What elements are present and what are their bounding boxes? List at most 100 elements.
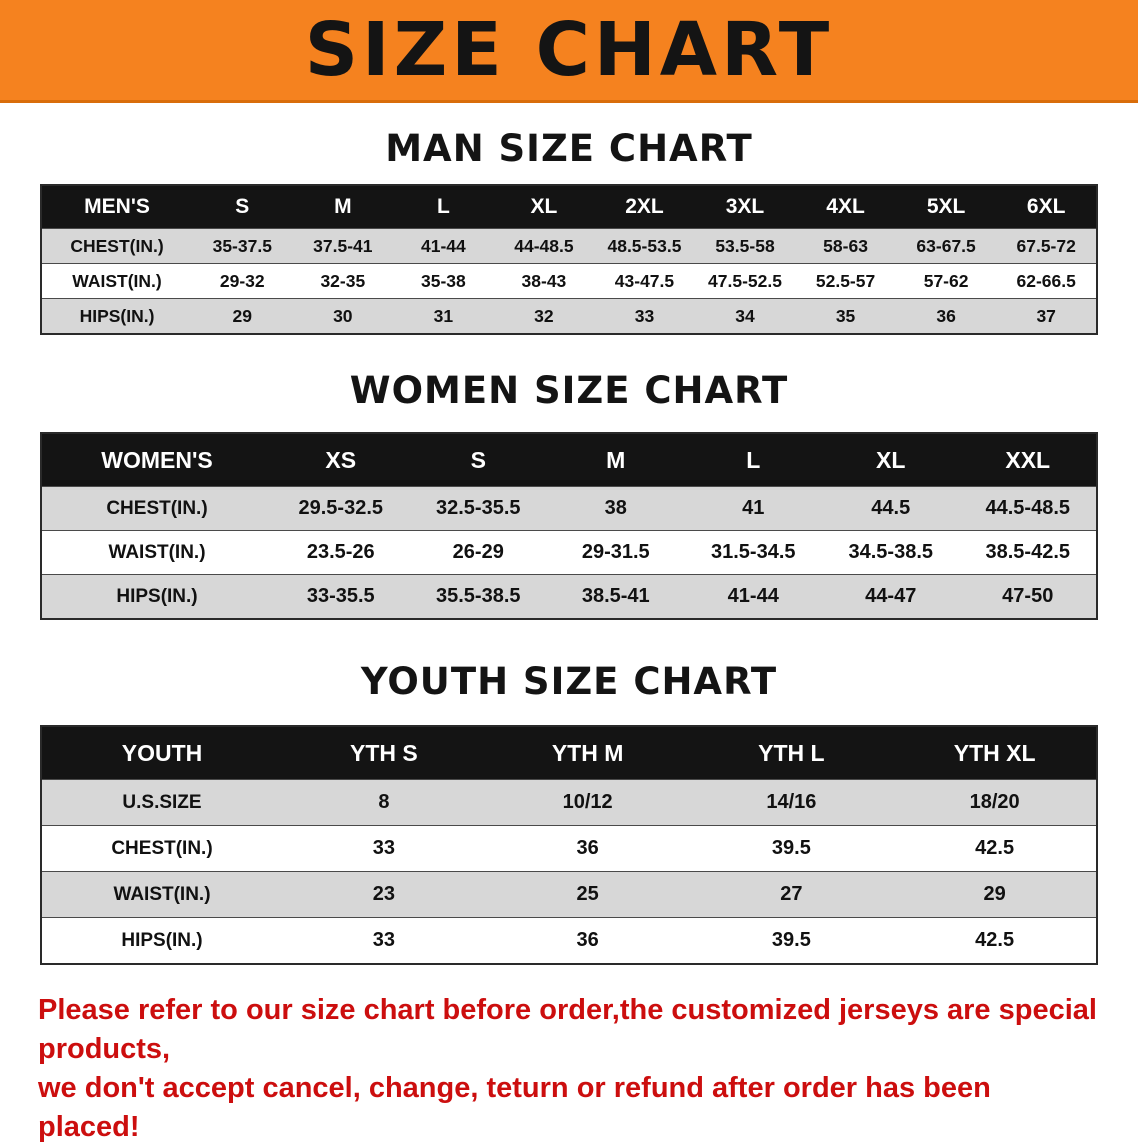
cell: 41 (684, 486, 822, 531)
row-label: HIPS(IN.) (41, 917, 282, 965)
column-header: XXL (959, 432, 1097, 487)
cell: 35-38 (393, 263, 494, 299)
column-header: L (393, 184, 494, 229)
cell: 10/12 (485, 779, 690, 826)
cell: 23.5-26 (272, 530, 410, 575)
cell: 42.5 (893, 917, 1097, 965)
cell: 58-63 (795, 228, 896, 264)
table-row: HIPS(IN.) 29 30 31 32 33 34 35 36 37 (41, 298, 1097, 335)
row-label: WAIST(IN.) (41, 530, 272, 575)
table-row: WAIST(IN.) 23.5-26 26-29 29-31.5 31.5-34… (41, 530, 1097, 575)
cell: 39.5 (689, 825, 894, 872)
column-header: XS (272, 432, 410, 487)
cell: 33 (282, 917, 486, 965)
cell: 38.5-41 (547, 574, 685, 620)
size-chart-banner: SIZE CHART (0, 0, 1138, 103)
cell: 39.5 (689, 917, 894, 965)
cell: 29.5-32.5 (272, 486, 410, 531)
column-header: YTH XL (893, 725, 1097, 780)
cell: 23 (282, 871, 486, 918)
row-label: CHEST(IN.) (41, 228, 192, 264)
cell: 34 (694, 298, 796, 335)
cell: 36 (485, 917, 690, 965)
column-header: XL (822, 432, 960, 487)
women-size-chart-heading: WOMEN SIZE CHART (349, 369, 789, 412)
row-label: WAIST(IN.) (41, 263, 192, 299)
men-header-row: MEN'S S M L XL 2XL 3XL 4XL 5XL 6XL (41, 184, 1097, 229)
cell: 53.5-58 (694, 228, 796, 264)
column-header: 5XL (895, 184, 997, 229)
youth-size-chart-heading: YOUTH SIZE CHART (360, 660, 778, 703)
cell: 31.5-34.5 (684, 530, 822, 575)
row-label: U.S.SIZE (41, 779, 282, 826)
cell: 47-50 (959, 574, 1097, 620)
order-policy-note: Please refer to our size chart before or… (0, 991, 1138, 1148)
cell: 33 (282, 825, 486, 872)
cell: 29 (893, 871, 1097, 918)
cell: 41-44 (684, 574, 822, 620)
column-header: 2XL (594, 184, 695, 229)
column-header: M (547, 432, 685, 487)
row-label: CHEST(IN.) (41, 825, 282, 872)
cell: 29 (192, 298, 293, 335)
cell: 38.5-42.5 (959, 530, 1097, 575)
table-row: WAIST(IN.) 29-32 32-35 35-38 38-43 43-47… (41, 263, 1097, 299)
cell: 30 (292, 298, 394, 335)
column-header: S (192, 184, 293, 229)
cell: 41-44 (393, 228, 494, 264)
cell: 44.5-48.5 (959, 486, 1097, 531)
cell: 32.5-35.5 (409, 486, 547, 531)
cell: 35.5-38.5 (409, 574, 547, 620)
cell: 43-47.5 (594, 263, 695, 299)
youth-size-table: YOUTH YTH S YTH M YTH L YTH XL U.S.SIZE … (40, 725, 1098, 965)
cell: 47.5-52.5 (694, 263, 796, 299)
cell: 44.5 (822, 486, 960, 531)
row-label: CHEST(IN.) (41, 486, 272, 531)
cell: 25 (485, 871, 690, 918)
order-policy-line-1: Please refer to our size chart before or… (38, 994, 1097, 1066)
cell: 8 (282, 779, 486, 826)
cell: 57-62 (895, 263, 997, 299)
women-corner-label: WOMEN'S (41, 432, 272, 487)
row-label: HIPS(IN.) (41, 574, 272, 620)
table-row: HIPS(IN.) 33-35.5 35.5-38.5 38.5-41 41-4… (41, 574, 1097, 620)
women-header-row: WOMEN'S XS S M L XL XXL (41, 432, 1097, 487)
table-row: U.S.SIZE 8 10/12 14/16 18/20 (41, 779, 1097, 826)
cell: 36 (895, 298, 997, 335)
column-header: YTH M (485, 725, 690, 780)
order-policy-line-2: we don't accept cancel, change, teturn o… (38, 1072, 991, 1144)
cell: 33-35.5 (272, 574, 410, 620)
table-row: CHEST(IN.) 35-37.5 37.5-41 41-44 44-48.5… (41, 228, 1097, 264)
cell: 42.5 (893, 825, 1097, 872)
column-header: 3XL (694, 184, 796, 229)
cell: 38 (547, 486, 685, 531)
cell: 35-37.5 (192, 228, 293, 264)
cell: 32-35 (292, 263, 394, 299)
cell: 48.5-53.5 (594, 228, 695, 264)
column-header: L (684, 432, 822, 487)
column-header: S (409, 432, 547, 487)
cell: 33 (594, 298, 695, 335)
column-header: XL (493, 184, 595, 229)
cell: 32 (493, 298, 595, 335)
cell: 27 (689, 871, 894, 918)
men-size-table: MEN'S S M L XL 2XL 3XL 4XL 5XL 6XL CHEST… (40, 184, 1098, 335)
cell: 62-66.5 (996, 263, 1097, 299)
cell: 29-31.5 (547, 530, 685, 575)
table-row: CHEST(IN.) 29.5-32.5 32.5-35.5 38 41 44.… (41, 486, 1097, 531)
table-row: HIPS(IN.) 33 36 39.5 42.5 (41, 917, 1097, 965)
cell: 18/20 (893, 779, 1097, 826)
row-label: WAIST(IN.) (41, 871, 282, 918)
column-header: 6XL (996, 184, 1097, 229)
women-size-table: WOMEN'S XS S M L XL XXL CHEST(IN.) 29.5-… (40, 432, 1098, 620)
column-header: YTH L (689, 725, 894, 780)
column-header: M (292, 184, 394, 229)
table-row: WAIST(IN.) 23 25 27 29 (41, 871, 1097, 918)
cell: 35 (795, 298, 896, 335)
column-header: YTH S (282, 725, 486, 780)
row-label: HIPS(IN.) (41, 298, 192, 335)
banner-title: SIZE CHART (304, 7, 834, 93)
cell: 34.5-38.5 (822, 530, 960, 575)
cell: 67.5-72 (996, 228, 1097, 264)
cell: 29-32 (192, 263, 293, 299)
